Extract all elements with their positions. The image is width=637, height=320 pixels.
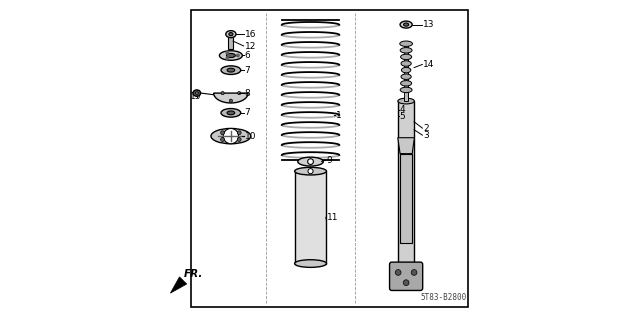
Circle shape [308, 159, 313, 164]
Text: 11: 11 [327, 213, 338, 222]
Bar [228, 33, 233, 49]
Circle shape [229, 99, 233, 102]
Text: 5: 5 [400, 112, 406, 121]
Ellipse shape [227, 68, 234, 72]
Ellipse shape [294, 167, 327, 175]
Text: 7: 7 [245, 66, 250, 75]
Text: 10: 10 [245, 132, 256, 140]
Text: 14: 14 [423, 60, 434, 69]
Ellipse shape [221, 66, 241, 75]
Bar [404, 41, 408, 101]
Text: 7: 7 [245, 108, 250, 117]
Circle shape [308, 169, 313, 174]
Circle shape [223, 128, 238, 144]
Ellipse shape [401, 61, 412, 66]
Ellipse shape [297, 157, 324, 166]
Polygon shape [170, 277, 187, 293]
Circle shape [236, 54, 239, 57]
Polygon shape [213, 93, 248, 103]
FancyBboxPatch shape [390, 262, 423, 291]
Circle shape [238, 138, 241, 141]
Circle shape [396, 270, 401, 275]
Bar [191, 10, 468, 307]
Ellipse shape [221, 108, 241, 117]
Bar [294, 171, 327, 264]
Circle shape [238, 131, 241, 135]
Text: 9: 9 [327, 156, 333, 164]
Ellipse shape [225, 31, 236, 38]
Ellipse shape [227, 111, 234, 115]
Ellipse shape [400, 87, 412, 92]
Text: 6: 6 [245, 51, 250, 60]
Bar [400, 154, 412, 243]
Ellipse shape [401, 54, 412, 60]
Circle shape [238, 92, 241, 95]
Text: 8: 8 [245, 89, 250, 98]
Text: FR.: FR. [184, 269, 203, 279]
Circle shape [412, 270, 417, 275]
Ellipse shape [401, 74, 412, 79]
Ellipse shape [401, 81, 412, 86]
Ellipse shape [294, 260, 327, 268]
Ellipse shape [226, 53, 235, 58]
Text: 4: 4 [400, 105, 405, 114]
Text: 13: 13 [423, 20, 434, 29]
Text: 2: 2 [423, 124, 429, 132]
Text: 1: 1 [336, 111, 342, 120]
Text: 16: 16 [245, 30, 256, 39]
Ellipse shape [219, 51, 242, 60]
Ellipse shape [193, 90, 201, 96]
Text: 3: 3 [423, 131, 429, 140]
Text: 12: 12 [245, 42, 256, 52]
Text: 5T83-B2800: 5T83-B2800 [420, 293, 467, 302]
Circle shape [221, 92, 224, 95]
Ellipse shape [400, 48, 412, 53]
Polygon shape [398, 138, 415, 154]
Ellipse shape [211, 128, 251, 144]
Ellipse shape [404, 23, 409, 26]
Circle shape [226, 52, 229, 54]
Ellipse shape [401, 68, 411, 73]
Circle shape [403, 280, 409, 285]
Ellipse shape [398, 98, 415, 104]
Ellipse shape [400, 21, 412, 28]
Ellipse shape [400, 41, 413, 46]
Text: 15: 15 [189, 92, 201, 101]
Bar [398, 101, 415, 264]
Ellipse shape [195, 92, 198, 94]
Circle shape [226, 57, 229, 60]
Circle shape [220, 131, 224, 135]
Circle shape [220, 138, 224, 141]
Ellipse shape [229, 33, 233, 36]
